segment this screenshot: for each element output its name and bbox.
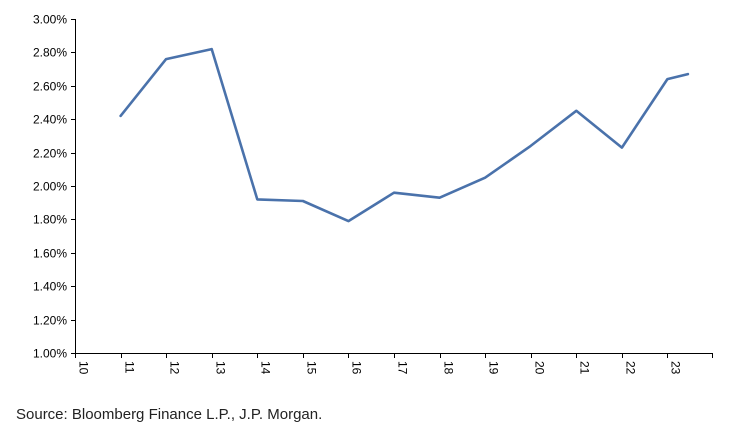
x-tick-label: 13	[214, 361, 228, 375]
x-axis: 10 11 12 13 14 15 16 17 18 19 20 21 22 23	[75, 353, 713, 375]
y-tick-label: 2.00%	[33, 180, 67, 194]
y-axis: 1.00% 1.20% 1.40% 1.60% 1.80% 2.00% 2.20% 2.40%…	[33, 13, 76, 361]
x-tick-label: 17	[396, 361, 410, 375]
y-tick-label: 2.80%	[33, 46, 67, 60]
series-line	[119, 47, 690, 223]
series-layer	[119, 47, 690, 223]
x-tick-label: 12	[168, 361, 182, 375]
source-note: Source: Bloomberg Finance L.P., J.P. Mor…	[16, 406, 323, 423]
x-tick-label: 21	[578, 361, 592, 375]
y-tick-label: 2.60%	[33, 80, 67, 94]
x-tick-label: 10	[77, 361, 91, 375]
x-tick-label: 18	[442, 361, 456, 375]
x-tick-label: 19	[487, 361, 501, 375]
y-tick-label: 1.80%	[33, 213, 67, 227]
y-tick-label: 1.20%	[33, 314, 67, 328]
x-tick-label: 16	[350, 361, 364, 375]
y-tick-label: 1.40%	[33, 280, 67, 294]
x-tick-label: 15	[305, 361, 319, 375]
y-tick-label: 3.00%	[33, 13, 67, 27]
x-tick-label: 22	[624, 361, 638, 375]
x-tick-label: 14	[259, 361, 273, 375]
y-tick-label: 2.40%	[33, 113, 67, 127]
x-tick-label: 20	[533, 361, 547, 375]
x-tick-label: 23	[669, 361, 683, 375]
y-tick-label: 1.00%	[33, 347, 67, 361]
line-chart: 1.00% 1.20% 1.40% 1.60% 1.80% 2.00% 2.20% 2.40%…	[33, 13, 713, 375]
x-tick-label: 11	[123, 361, 137, 374]
y-tick-label: 1.60%	[33, 247, 67, 261]
y-tick-label: 2.20%	[33, 147, 67, 161]
